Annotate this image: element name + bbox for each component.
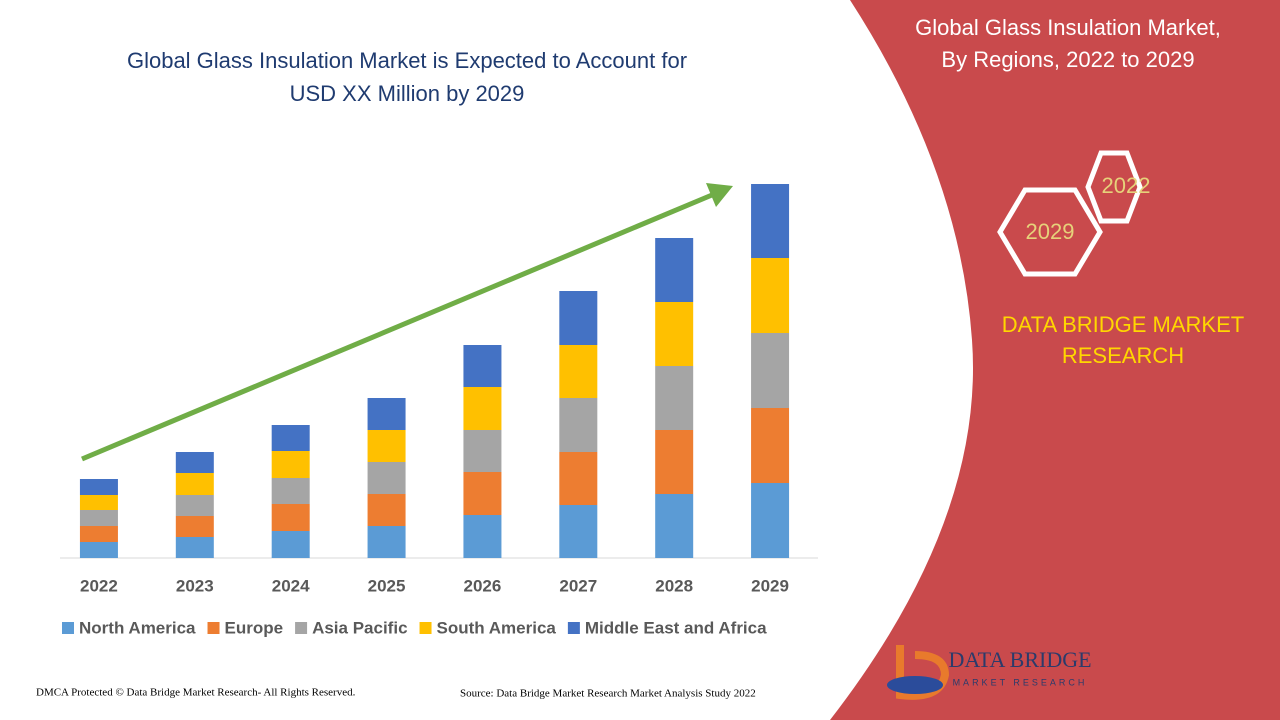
bar-segment <box>367 430 406 462</box>
bar-segment <box>175 473 214 495</box>
bar-segment <box>367 494 406 526</box>
bar-segment <box>79 526 118 542</box>
bar-segment <box>463 345 502 387</box>
hexagon <box>997 187 1103 277</box>
bar-segment <box>751 184 790 258</box>
legend-swatch <box>295 622 308 634</box>
bar-segment <box>463 472 502 515</box>
bar-segment <box>655 494 694 558</box>
legend-label: Asia Pacific <box>312 618 407 637</box>
x-tick-label: 2024 <box>272 576 310 595</box>
bar-segment <box>751 333 790 408</box>
bar-segment <box>175 516 214 537</box>
trend-arrow <box>81 192 713 462</box>
legend-swatch <box>62 622 74 634</box>
bar-segment <box>271 531 310 558</box>
bar-segment <box>559 398 598 452</box>
x-tick-label: 2028 <box>655 576 693 595</box>
logo-sub: MARKET RESEARCH <box>953 677 1088 687</box>
logo-icon <box>896 645 950 700</box>
logo-name: DATA BRIDGE <box>948 647 1091 672</box>
bar-segment <box>367 462 406 494</box>
chart-title: USD XX Million by 2029 <box>290 81 525 106</box>
bar-segment <box>559 452 598 505</box>
panel-title: By Regions, 2022 to 2029 <box>941 47 1194 72</box>
bar-segment <box>751 408 790 483</box>
footer-right: Source: Data Bridge Market Research Mark… <box>460 688 756 700</box>
x-tick-label: 2027 <box>559 576 597 595</box>
bar-segment <box>79 510 118 526</box>
x-tick-label: 2023 <box>176 576 214 595</box>
bar-segment <box>751 258 790 333</box>
brand-text: DATA BRIDGE MARKET <box>1002 312 1244 337</box>
bar-segment <box>655 302 694 366</box>
logo-icon <box>887 676 943 694</box>
bar-segment <box>367 398 406 430</box>
bar-segment <box>751 483 790 558</box>
bar-segment <box>463 387 502 430</box>
bar-segment <box>271 451 310 478</box>
legend-label: North America <box>79 618 196 637</box>
bar-segment <box>655 430 694 494</box>
bar-segment <box>175 537 214 558</box>
legend-label: Europe <box>225 618 284 637</box>
hexagon <box>1085 150 1143 224</box>
hex-label: 2022 <box>1102 173 1151 198</box>
bar-segment <box>79 542 118 558</box>
bar-segment <box>79 495 118 510</box>
brand-text: RESEARCH <box>1062 343 1184 368</box>
x-tick-label: 2029 <box>751 576 789 595</box>
bar-segment <box>367 526 406 558</box>
x-tick-label: 2022 <box>80 576 118 595</box>
chart-title: Global Glass Insulation Market is Expect… <box>127 48 687 73</box>
panel-title: Global Glass Insulation Market, <box>915 15 1221 40</box>
hex-label: 2029 <box>1026 219 1075 244</box>
bar-segment <box>655 238 694 302</box>
bar-segment <box>463 515 502 558</box>
bar-segment <box>175 495 214 516</box>
bar-segment <box>559 345 598 398</box>
bar-segment <box>559 291 598 345</box>
side-panel <box>830 0 1280 720</box>
bar-segment <box>79 479 118 495</box>
legend-swatch <box>567 622 580 634</box>
bar-segment <box>271 478 310 504</box>
bar-segment <box>463 430 502 472</box>
bar-segment <box>655 366 694 430</box>
legend-label: South America <box>437 618 557 637</box>
x-tick-label: 2025 <box>368 576 406 595</box>
bar-segment <box>559 505 598 558</box>
legend-swatch <box>207 622 220 634</box>
bar-segment <box>175 452 214 473</box>
x-tick-label: 2026 <box>464 576 502 595</box>
footer-left: DMCA Protected © Data Bridge Market Rese… <box>36 687 356 699</box>
bar-segment <box>271 425 310 451</box>
legend-swatch <box>419 622 432 634</box>
legend-label: Middle East and Africa <box>585 618 767 637</box>
bar-segment <box>271 504 310 531</box>
trend-arrow-head <box>706 183 733 207</box>
